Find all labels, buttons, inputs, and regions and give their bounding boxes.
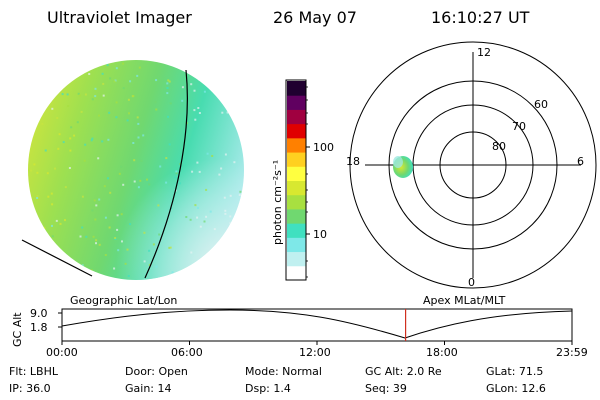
x-tick-2359: 23:59	[556, 346, 588, 359]
mlt-label-12: 12	[477, 46, 491, 59]
info-gain: Gain: 14	[125, 382, 172, 395]
colorbar-unit-label: photon cm⁻²s⁻¹	[271, 159, 284, 245]
time-label: 16:10:27 UT	[431, 8, 530, 27]
colorbar-band	[287, 137, 306, 153]
timeline-right-label: Apex MLat/MLT	[423, 294, 506, 307]
y-tick-9: 9.0	[30, 307, 48, 320]
terminator-line	[144, 69, 188, 279]
mlt-label-18: 18	[346, 155, 360, 168]
colorbar-band	[287, 237, 306, 253]
colorbar	[287, 81, 306, 281]
colorbar-label-10: 10	[313, 228, 327, 241]
y-tick-1-8: 1.8	[30, 321, 48, 334]
colorbar-band	[287, 194, 306, 210]
info-door: Door: Open	[125, 365, 188, 378]
info-flt: Flt: LBHL	[9, 365, 58, 378]
info-ip: IP: 36.0	[9, 382, 51, 395]
colorbar-band	[287, 81, 306, 96]
x-tick-0600: 06:00	[171, 346, 203, 359]
colorbar-band	[287, 95, 306, 110]
colorbar-band	[287, 109, 306, 125]
polar-plot	[349, 41, 597, 289]
colorbar-band	[287, 265, 306, 281]
mlt-label-6: 6	[577, 155, 584, 168]
timeline-left-label: Geographic Lat/Lon	[70, 294, 178, 307]
colorbar-band	[287, 166, 306, 181]
colorbar-band	[287, 180, 306, 196]
colorbar-band	[287, 223, 306, 238]
timeline-panel	[58, 308, 573, 345]
altitude-curve	[61, 309, 573, 339]
colorbar-frame	[285, 79, 307, 281]
info-glat: GLat: 71.5	[486, 365, 544, 378]
colorbar-label-100: 100	[313, 141, 334, 154]
colorbar-minor-ticks	[306, 86, 308, 278]
colorbar-band	[287, 152, 306, 167]
timeline-frame	[61, 308, 573, 342]
polar-ring-50	[349, 41, 597, 289]
info-mode: Mode: Normal	[245, 365, 322, 378]
timeline-ticks	[58, 312, 573, 345]
lat-label-70: 70	[512, 120, 526, 133]
colorbar-band	[287, 251, 306, 267]
gc-alt-axis-title: GC Alt	[11, 312, 24, 347]
x-tick-0000: 00:00	[46, 346, 78, 359]
limb-line	[21, 239, 93, 277]
auroral-spot-halo	[393, 156, 403, 168]
info-gc-alt: GC Alt: 2.0 Re	[365, 365, 442, 378]
info-dsp: Dsp: 1.4	[245, 382, 291, 395]
lat-label-80: 80	[492, 140, 506, 153]
instrument-title: Ultraviolet Imager	[47, 8, 192, 27]
x-tick-1200: 12:00	[299, 346, 331, 359]
earth-disk-image	[28, 60, 244, 280]
colorbar-band	[287, 123, 306, 139]
info-glon: GLon: 12.6	[486, 382, 546, 395]
mlt-label-0: 0	[468, 276, 475, 289]
colorbar-band	[287, 208, 306, 224]
x-tick-1800: 18:00	[426, 346, 458, 359]
lat-label-60: 60	[534, 98, 548, 111]
info-seq: Seq: 39	[365, 382, 407, 395]
date-label: 26 May 07	[273, 8, 357, 27]
